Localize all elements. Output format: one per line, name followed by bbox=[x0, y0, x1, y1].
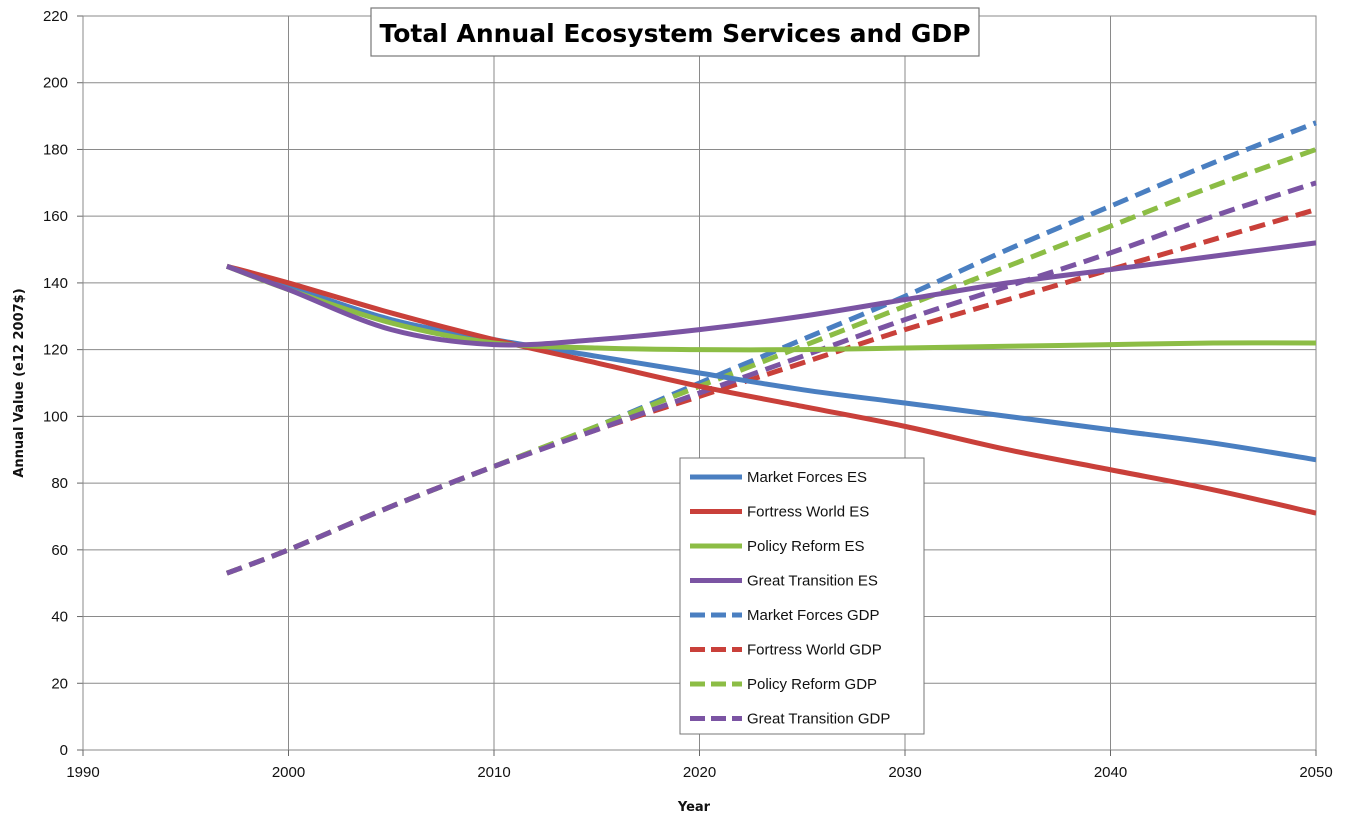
legend: Market Forces ES Fortress World ES Policy … bbox=[679, 457, 925, 735]
x-tick-label: 2010 bbox=[477, 764, 510, 781]
y-tick-labels: 0 20 40 60 80 100 120 140 160 180 200 220 bbox=[43, 8, 68, 759]
legend-label-market-forces-es: Market Forces ES bbox=[747, 469, 867, 486]
legend-label-policy-reform-es: Policy Reform ES bbox=[747, 538, 865, 555]
y-tick-label: 60 bbox=[51, 542, 68, 559]
chart-title-box: Total Annual Ecosystem Services and GDP bbox=[370, 7, 980, 57]
y-tick-label: 100 bbox=[43, 408, 68, 425]
y-tick-label: 80 bbox=[51, 475, 68, 492]
legend-label-great-transition-es: Great Transition ES bbox=[747, 573, 878, 590]
y-axis-title: Annual Value (e12 2007$) bbox=[12, 288, 27, 477]
legend-label-market-forces-gdp: Market Forces GDP bbox=[747, 607, 880, 624]
x-tick-labels: 1990 2000 2010 2020 2030 2040 2050 bbox=[66, 764, 1332, 781]
x-tick-label: 2000 bbox=[272, 764, 305, 781]
x-axis-title: Year bbox=[677, 800, 711, 815]
y-tick-label: 140 bbox=[43, 275, 68, 292]
y-tick-label: 160 bbox=[43, 208, 68, 225]
y-tick-label: 40 bbox=[51, 609, 68, 626]
y-tick-label: 120 bbox=[43, 342, 68, 359]
series-line-market-forces-es bbox=[226, 263, 1317, 463]
legend-label-great-transition-gdp: Great Transition GDP bbox=[747, 711, 890, 728]
series-line-great-transition-gdp bbox=[225, 180, 1317, 576]
x-tick-label: 2020 bbox=[683, 764, 716, 781]
series-line-great-transition-es bbox=[225, 240, 1317, 348]
x-tick-label: 2050 bbox=[1299, 764, 1332, 781]
x-tick-label: 2030 bbox=[888, 764, 921, 781]
x-tick-label: 1990 bbox=[66, 764, 99, 781]
y-tick-label: 220 bbox=[43, 8, 68, 25]
series-line-policy-reform-es bbox=[225, 263, 1317, 353]
chart-title-frame bbox=[370, 7, 980, 57]
y-tick-label: 20 bbox=[51, 675, 68, 692]
x-tick-label: 2040 bbox=[1094, 764, 1127, 781]
chart-title: Total Annual Ecosystem Services and GDP bbox=[379, 19, 970, 48]
y-tick-label: 200 bbox=[43, 75, 68, 92]
series-lines bbox=[225, 120, 1317, 576]
y-tick-label: 0 bbox=[60, 742, 68, 759]
legend-label-policy-reform-gdp: Policy Reform GDP bbox=[747, 676, 877, 693]
y-tick-label: 180 bbox=[43, 141, 68, 158]
legend-label-fortress-world-gdp: Fortress World GDP bbox=[747, 642, 882, 659]
legend-frame bbox=[679, 457, 925, 735]
series-line-fortress-world-es bbox=[226, 263, 1317, 516]
legend-label-fortress-world-es: Fortress World ES bbox=[747, 504, 869, 521]
